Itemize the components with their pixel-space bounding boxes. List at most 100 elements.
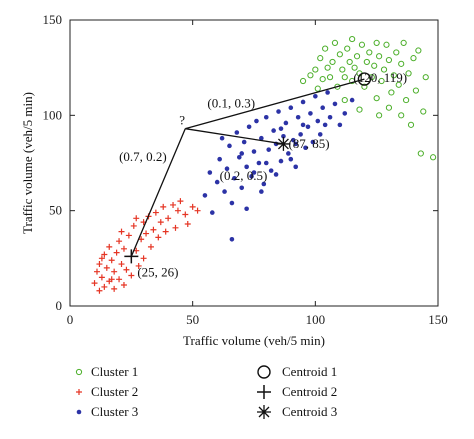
cluster-2-point xyxy=(111,268,118,275)
axis-ticks: 0 50 100 150 0 50 100 150 xyxy=(43,12,448,327)
cluster-2-point xyxy=(96,287,103,294)
cluster-3-point xyxy=(317,132,323,137)
cluster-2-point xyxy=(106,243,113,250)
cluster-3-point xyxy=(290,137,296,143)
cluster-3-point xyxy=(286,151,291,156)
cluster-1-point xyxy=(324,64,331,71)
cluster-2-point xyxy=(101,251,108,258)
cluster-2-point xyxy=(125,232,132,239)
legend-marker xyxy=(76,409,82,415)
cluster-1-point xyxy=(422,74,429,81)
cluster-1-point xyxy=(336,51,343,58)
cluster-3-point xyxy=(251,149,257,154)
cluster-2-point xyxy=(113,249,120,256)
cluster-2-point xyxy=(120,282,127,289)
cluster-1-point xyxy=(329,58,336,66)
cluster-2-point xyxy=(111,285,118,292)
cluster-3-point xyxy=(229,236,235,242)
cluster-1-point xyxy=(417,150,424,157)
cluster-1-point xyxy=(314,85,321,92)
cluster-1-point xyxy=(398,60,405,67)
x-tick-label: 100 xyxy=(306,312,326,327)
y-tick-label: 100 xyxy=(43,107,63,122)
cluster-1-point xyxy=(307,72,314,79)
cluster-1-point xyxy=(407,121,415,128)
cluster-2-point xyxy=(123,266,130,273)
x-tick-label: 150 xyxy=(428,312,448,327)
centroid-label: (120, 119) xyxy=(353,70,407,85)
cluster-2-point xyxy=(162,228,169,235)
distance-lines xyxy=(130,78,365,257)
cluster-1-point xyxy=(380,66,388,73)
cluster-2-point xyxy=(91,280,98,287)
cluster-2-point xyxy=(98,255,105,262)
centroid-label: (87, 85) xyxy=(288,136,329,151)
cluster-3-point xyxy=(227,143,232,149)
x-tick-label: 50 xyxy=(186,312,199,327)
cluster-1-point xyxy=(344,45,351,52)
cluster-2-point xyxy=(150,226,157,233)
cluster-3-point xyxy=(327,114,333,120)
legend-marker xyxy=(75,368,83,376)
cluster-1-point xyxy=(390,72,397,79)
cluster-1-point xyxy=(373,95,380,102)
plot-area xyxy=(69,19,439,307)
cluster-2-point xyxy=(101,283,108,290)
cluster-2-point xyxy=(174,207,181,214)
cluster-2-point xyxy=(120,245,127,252)
distance-line xyxy=(130,128,186,257)
cluster-3-point xyxy=(303,145,308,151)
cluster-3-point xyxy=(214,179,220,185)
cluster-3-point xyxy=(232,175,237,181)
cluster-3-point xyxy=(313,93,318,99)
cluster-3-point xyxy=(298,132,303,137)
cluster-3-point xyxy=(288,156,294,162)
legend-item-label: Centroid 1 xyxy=(282,364,337,379)
cluster-1-point xyxy=(371,62,378,69)
cluster-2-point xyxy=(108,257,115,264)
cluster-3-point xyxy=(239,151,245,156)
y-tick-label: 0 xyxy=(56,298,63,313)
cluster-3-point xyxy=(244,164,249,170)
weight-annotation: (0.2, 0.5) xyxy=(220,168,268,183)
cluster-2-point xyxy=(130,222,137,229)
cluster-1-point xyxy=(388,89,395,96)
cluster-3-point xyxy=(308,111,313,116)
y-tick-label: 150 xyxy=(43,12,63,27)
cluster-2-point xyxy=(128,272,135,279)
cluster-2-point xyxy=(116,276,123,283)
cluster-3-point xyxy=(222,189,227,194)
cluster-3-point xyxy=(281,134,286,139)
cluster-1-point xyxy=(393,49,400,56)
cluster-1-point xyxy=(319,76,326,83)
cluster-1-point xyxy=(395,81,402,88)
cluster-1-point xyxy=(410,55,417,62)
cluster-2-point xyxy=(155,234,162,241)
cluster-1-point xyxy=(376,112,383,119)
cluster-2-point xyxy=(103,264,110,271)
cluster-1-point xyxy=(326,74,334,81)
cluster-1-point xyxy=(317,55,324,62)
cluster-3-point xyxy=(263,160,269,166)
cluster-3-point xyxy=(325,90,330,95)
cluster-2-point xyxy=(140,255,147,262)
cluster-1-point xyxy=(331,39,339,46)
cluster-3-point xyxy=(241,139,247,145)
legend: Cluster 1 Cluster 2 Cluster 3 Centroid 1 Cen… xyxy=(75,364,337,419)
cluster-1-point xyxy=(385,56,393,64)
cluster-3-point xyxy=(295,114,301,120)
cluster-1-point xyxy=(312,66,319,73)
cluster-1-point xyxy=(356,106,363,113)
cluster-2-point xyxy=(96,261,103,268)
cluster-1-point xyxy=(341,96,348,104)
legend-marker xyxy=(76,389,82,395)
cluster-3-point xyxy=(271,128,276,133)
centroid-3-marker xyxy=(276,136,291,151)
cluster-1-point xyxy=(349,77,356,85)
centroid-2-marker xyxy=(124,249,139,264)
cluster-1-point xyxy=(322,45,329,52)
legend-marker xyxy=(257,365,271,379)
cluster-1-point xyxy=(346,58,353,66)
centroid-1-marker xyxy=(357,72,372,86)
